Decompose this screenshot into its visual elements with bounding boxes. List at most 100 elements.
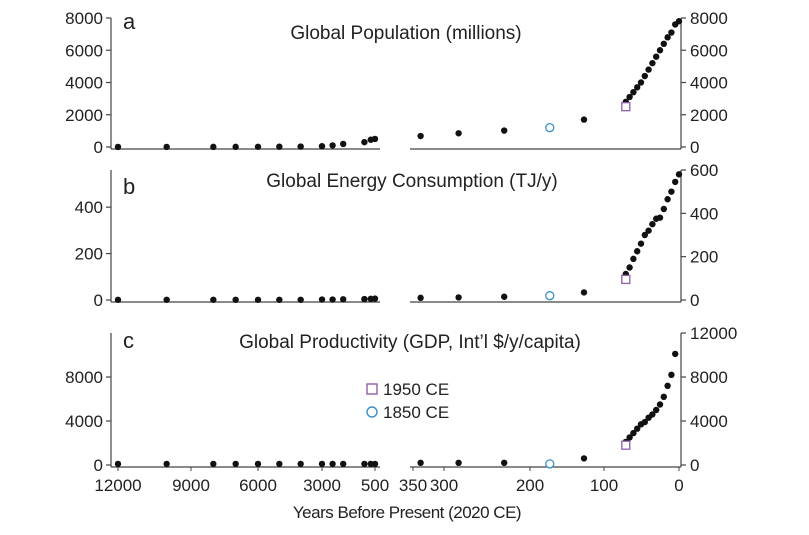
data-point [668,188,675,195]
data-point [641,72,648,80]
right-y-tick-label: 0 [690,291,699,310]
data-point [361,460,368,468]
data-point [210,296,217,303]
marker-1950 [621,102,631,112]
panel-a: 0 2000 4000 6000 8000 0 2000 4000 6000 8000 a Globa… [65,9,728,157]
left-y-tick-label: 8000 [65,9,103,28]
data-point [660,393,667,400]
data-point [630,88,637,96]
data-point [210,460,217,468]
panel-c: 0 4000 8000 0 4000 8000 12000 c Global Productiv… [65,324,737,475]
data-point [329,460,336,468]
data-point [580,455,588,462]
data-point [276,460,283,468]
legend-square-icon [366,383,378,395]
left-y-tick-label: 200 [75,245,103,264]
data-point [318,296,326,303]
data-point [501,459,508,466]
x-tick-label-right: 200 [516,476,544,495]
right-y-tick-label: 4000 [690,412,728,431]
x-tick-label-left: 12000 [94,476,141,495]
legend-label-1950: 1950 CE [383,380,449,399]
data-point [626,434,633,441]
data-point [649,59,656,67]
data-point [656,214,664,221]
data-point [675,171,683,178]
data-point [276,143,283,150]
panel-letter: b [123,174,135,199]
data-point [630,255,637,263]
data-point [361,138,368,146]
data-point [634,425,641,432]
right-y-tick-label: 400 [690,204,718,223]
data-point [297,296,304,303]
data-point [232,143,239,151]
x-tick-label-left: 9000 [172,476,210,495]
data-point [114,460,122,468]
data-point [318,460,326,468]
panel-title: Global Productivity (GDP, Int’l $/y/capi… [239,332,581,353]
data-point [361,295,368,303]
marker-1950 [621,274,631,285]
panel-letter: c [123,328,134,353]
data-point [371,295,379,302]
data-point [672,350,679,358]
x-tick-label-right: 100 [590,476,618,495]
data-point [626,93,633,101]
x-tick-label-right: 300 [430,476,458,495]
left-y-tick-label: 2000 [65,106,103,125]
data-point [455,459,462,466]
data-point [455,130,462,137]
right-y-tick-label: 2000 [690,106,728,125]
panel-b: 0 200 400 0 200 400 600 b Global Energy Consumpt… [75,161,719,310]
data-point [641,231,648,239]
data-point [649,411,656,418]
left-y-tick-label: 0 [94,291,103,310]
data-point [641,418,648,426]
data-point [114,143,122,151]
right-y-tick-label: 8000 [690,368,728,387]
legend: 1950 CE 1850 CE [366,380,449,422]
panel-title: Global Population (millions) [290,23,521,44]
data-point [501,127,508,134]
data-point [318,142,326,150]
data-point [297,460,304,468]
data-point [163,296,170,303]
panel-title: Global Energy Consumption (TJ/y) [266,171,557,192]
marker-1850 [545,459,555,469]
legend-label-1850: 1850 CE [383,403,449,422]
right-y-tick-label: 12000 [690,324,737,343]
data-point [675,18,683,25]
x-axis-label: Years Before Present (2020 CE) [293,503,521,522]
data-point [455,294,462,301]
data-point [630,429,637,437]
marker-1950 [621,440,631,450]
x-tick-label-left: 500 [361,476,389,495]
right-y-tick-label: 600 [690,161,718,180]
data-point [634,84,641,91]
data-point [417,132,424,140]
right-y-tick-label: 0 [690,138,699,157]
data-point [254,460,262,468]
data-point [371,460,379,468]
right-y-tick-label: 6000 [690,41,728,60]
data-point [656,47,664,54]
data-point [371,135,379,143]
data-point [653,406,660,414]
data-point [163,460,170,468]
data-point [637,79,645,86]
right-y-tick-label: 8000 [690,9,728,28]
data-point [254,143,262,150]
left-y-tick-label: 0 [94,456,103,475]
data-point [660,205,667,213]
data-point [417,459,424,466]
data-point [297,143,304,150]
data-point [340,296,347,303]
data-point [329,296,336,303]
left-y-tick-label: 4000 [65,412,103,431]
data-point [232,460,239,468]
right-y-tick-label: 0 [690,456,699,475]
data-point [580,116,588,123]
